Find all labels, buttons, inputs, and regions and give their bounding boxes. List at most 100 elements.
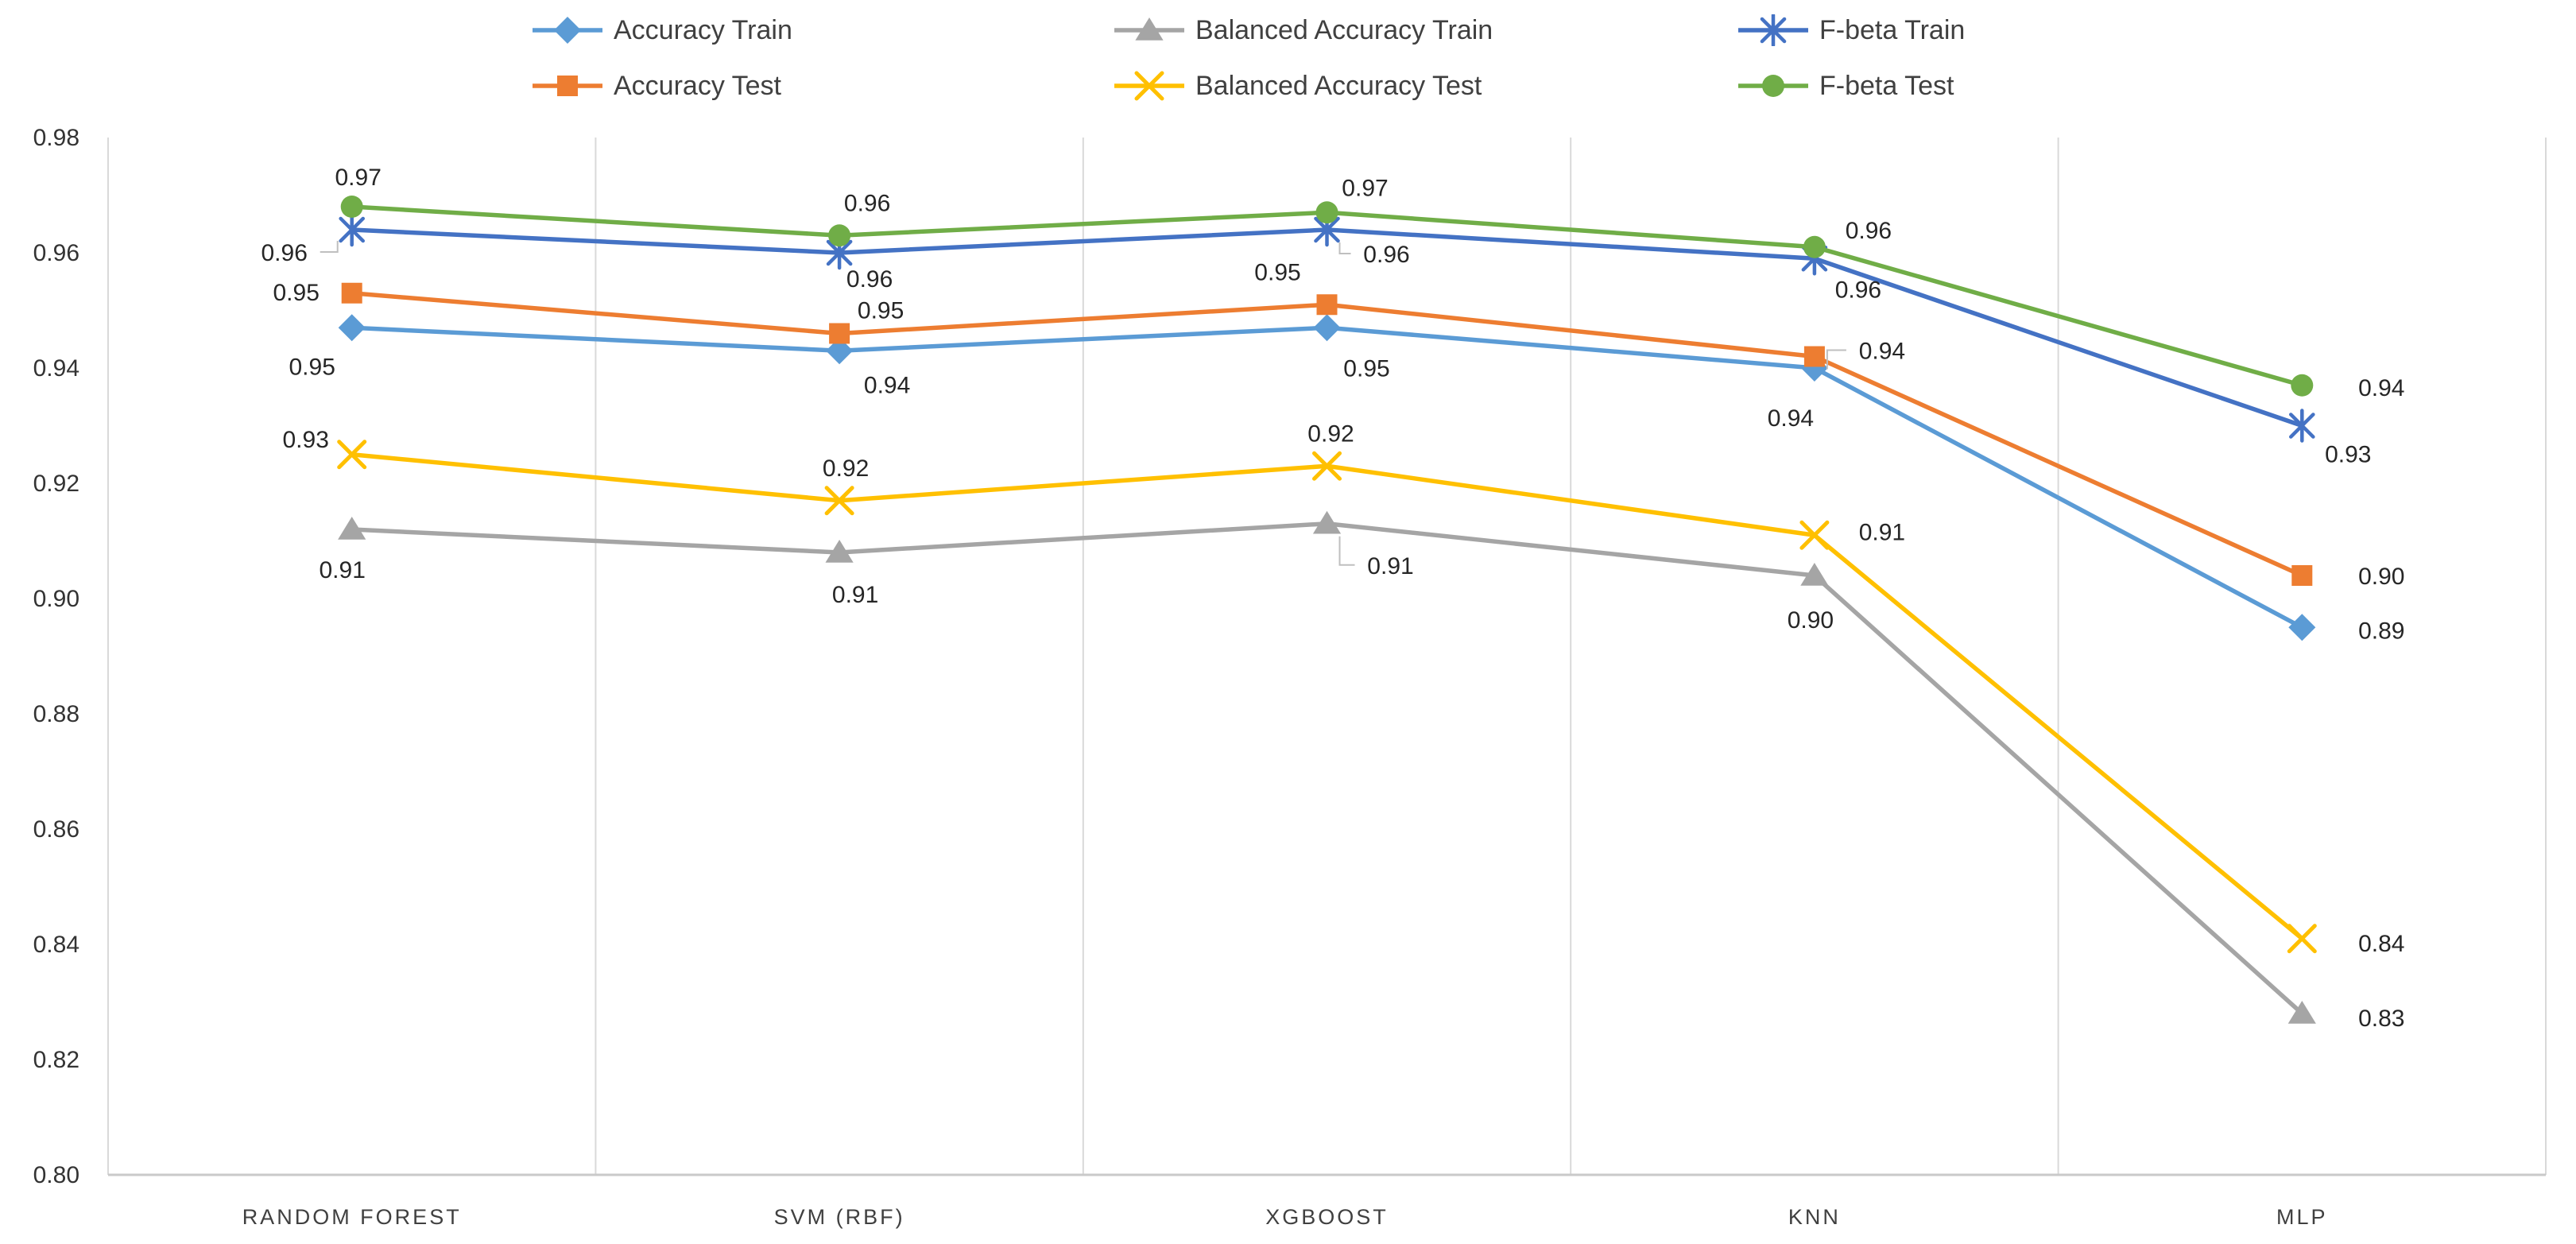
square-marker-icon — [1316, 294, 1338, 316]
legend-label: F-beta Test — [1819, 70, 1954, 101]
data-label: 0.96 — [844, 190, 890, 216]
x-axis-label: SVM (RBF) — [774, 1205, 905, 1229]
series-accuracy-test — [341, 282, 2313, 586]
x-marker-icon — [1312, 451, 1342, 481]
x-marker-icon — [1134, 71, 1164, 101]
data-label: 0.96 — [1846, 218, 1892, 244]
x-marker-icon — [824, 486, 854, 516]
triangle-marker-icon — [1135, 17, 1164, 41]
diamond-marker-icon — [338, 314, 366, 342]
data-label: 0.95 — [289, 354, 335, 380]
triangle-marker-icon — [1800, 563, 1829, 586]
series-accuracy-train — [338, 314, 2316, 641]
series-line — [349, 521, 2305, 1016]
legend-label: Accuracy Train — [614, 14, 792, 45]
label-leader-line — [1826, 349, 1846, 370]
legend-item-accuracy-train: Accuracy Train — [531, 14, 792, 46]
triangle-marker-icon — [1312, 510, 1342, 534]
legend-item-f-beta-train: F-beta Train — [1737, 14, 1965, 46]
diamond-marker-icon — [2288, 614, 2316, 641]
square-marker-icon — [829, 323, 850, 344]
legend-label: Balanced Accuracy Test — [1195, 70, 1482, 101]
data-label: 0.94 — [2358, 375, 2404, 401]
label-leader-line — [320, 241, 339, 253]
data-label: 0.92 — [1307, 420, 1354, 447]
series-balanced-accuracy-train — [338, 510, 2316, 1024]
data-label: 0.95 — [273, 280, 320, 306]
circle-marker-icon — [828, 224, 851, 247]
data-label: 0.97 — [335, 165, 382, 191]
legend-asterisk-marker-icon — [1738, 14, 1808, 46]
y-tick-label: 0.82 — [33, 1047, 79, 1073]
y-tick-label: 0.86 — [33, 816, 79, 843]
y-tick-label: 0.80 — [33, 1162, 79, 1188]
square-marker-icon — [1803, 346, 1825, 367]
label-leader-line — [1338, 536, 1355, 566]
diamond-marker-icon — [1313, 314, 1341, 342]
series-line — [349, 325, 2305, 630]
data-label: 0.96 — [1363, 242, 1409, 268]
data-label: 0.94 — [1768, 405, 1814, 432]
data-label: 0.95 — [858, 298, 904, 324]
legend-item-balanced-accuracy-test: Balanced Accuracy Test — [1113, 70, 1482, 102]
series-balanced-accuracy-test — [337, 440, 2317, 954]
circle-marker-icon — [1315, 201, 1338, 224]
data-label: 0.95 — [1343, 355, 1389, 382]
data-label: 0.95 — [1254, 259, 1300, 285]
x-axis-label: MLP — [2276, 1205, 2328, 1229]
legend-label: Balanced Accuracy Train — [1195, 14, 1493, 45]
diamond-marker-icon — [554, 17, 581, 44]
asterisk-marker-icon — [339, 212, 366, 247]
legend-square-marker-icon — [533, 76, 602, 96]
legend-diamond-marker-icon — [533, 17, 602, 44]
triangle-marker-icon — [2287, 1001, 2316, 1024]
y-tick-label: 0.96 — [33, 240, 79, 266]
data-label: 0.91 — [1859, 519, 1905, 545]
data-label: 0.90 — [1788, 607, 1834, 634]
legend-triangle-marker-icon — [1114, 17, 1184, 41]
circle-marker-icon — [1762, 75, 1784, 97]
circle-marker-icon — [340, 196, 363, 218]
data-label: 0.96 — [1835, 277, 1881, 303]
data-label: 0.83 — [2358, 1006, 2404, 1032]
y-tick-label: 0.88 — [33, 701, 79, 727]
square-marker-icon — [341, 282, 362, 304]
triangle-marker-icon — [825, 540, 854, 563]
legend-item-f-beta-test: F-beta Test — [1737, 70, 1954, 102]
data-label: 0.93 — [2325, 442, 2371, 468]
y-tick-label: 0.98 — [33, 125, 79, 151]
data-label: 0.90 — [2358, 564, 2404, 590]
legend-item-balanced-accuracy-train: Balanced Accuracy Train — [1113, 14, 1493, 46]
data-label: 0.92 — [823, 455, 869, 482]
x-marker-icon — [337, 440, 367, 470]
x-marker-icon — [2287, 924, 2317, 954]
circle-marker-icon — [1803, 235, 1826, 258]
label-leader-line — [1338, 242, 1351, 254]
y-tick-label: 0.90 — [33, 586, 79, 612]
data-label: 0.89 — [2358, 618, 2404, 644]
y-tick-label: 0.94 — [33, 355, 79, 382]
legend-circle-marker-icon — [1738, 75, 1808, 97]
y-tick-label: 0.84 — [33, 932, 79, 958]
data-label: 0.93 — [283, 427, 329, 453]
legend-x-marker-icon — [1114, 71, 1184, 101]
x-axis-label: KNN — [1788, 1205, 1841, 1229]
asterisk-marker-icon — [1760, 14, 1787, 46]
triangle-marker-icon — [338, 517, 366, 540]
data-label: 0.91 — [320, 557, 366, 583]
y-tick-label: 0.92 — [33, 471, 79, 497]
legend-label: F-beta Train — [1819, 14, 1966, 45]
x-marker-icon — [1799, 520, 1830, 550]
series-f-beta-test — [340, 196, 2314, 397]
data-label: 0.94 — [864, 372, 910, 398]
data-label: 0.96 — [261, 240, 308, 266]
data-label: 0.96 — [846, 266, 893, 293]
square-marker-icon — [2291, 565, 2313, 586]
x-axis-label: RANDOM FOREST — [242, 1205, 462, 1229]
data-label: 0.84 — [2358, 931, 2404, 957]
data-label: 0.94 — [1859, 339, 1905, 365]
legend-label: Accuracy Test — [614, 70, 782, 101]
circle-marker-icon — [2291, 374, 2314, 397]
